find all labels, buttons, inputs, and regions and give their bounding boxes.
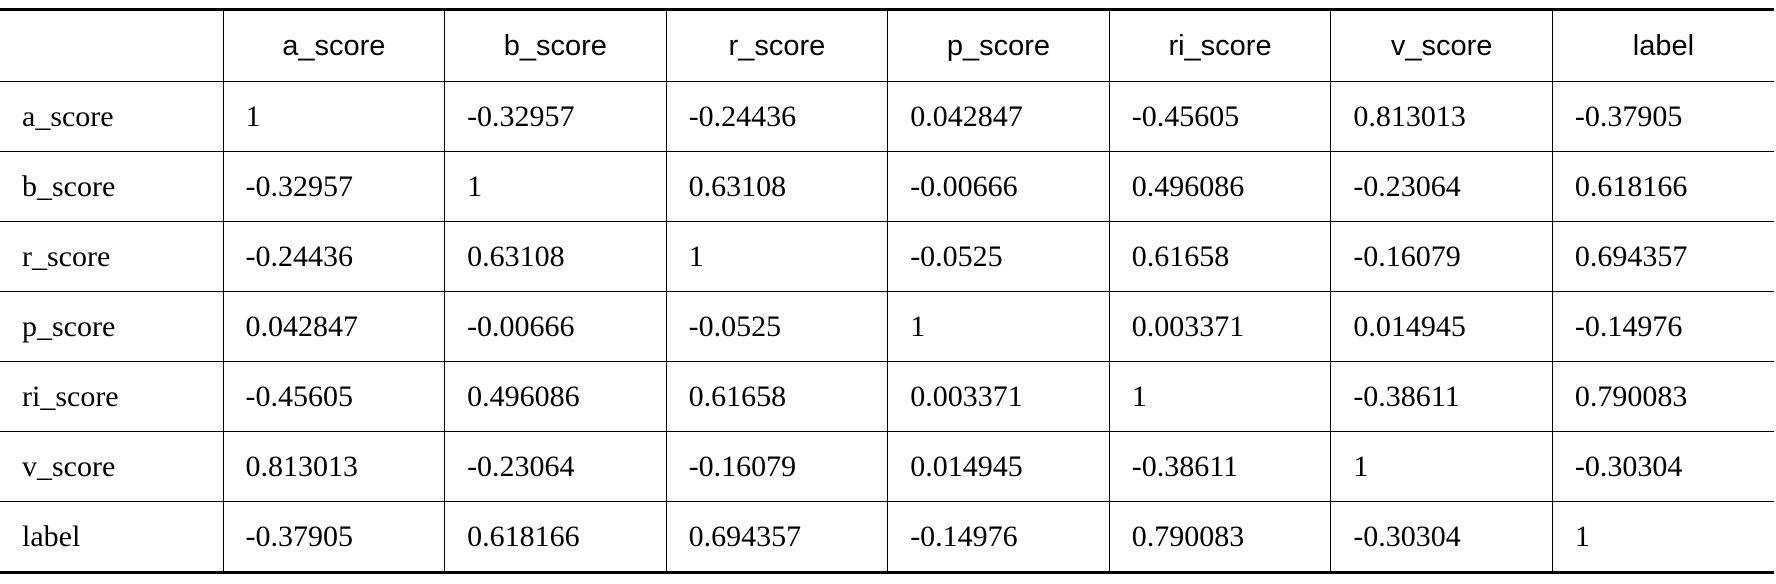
header-cell: v_score — [1330, 8, 1553, 82]
cell: 0.694357 — [665, 501, 888, 574]
cell: -0.00666 — [444, 291, 667, 362]
cell: -0.45605 — [1108, 81, 1331, 152]
cell: -0.38611 — [1108, 431, 1331, 502]
row-label: v_score — [0, 431, 223, 502]
cell: 0.790083 — [1108, 501, 1331, 574]
cell: 1 — [1108, 361, 1331, 432]
cell: 0.63108 — [444, 221, 667, 292]
cell: 1 — [222, 81, 445, 152]
header-cell — [0, 8, 223, 82]
row-label: ri_score — [0, 361, 223, 432]
table-row: a_score 1 -0.32957 -0.24436 0.042847 -0.45605… — [0, 81, 1774, 152]
table-row: label -0.37905 0.618166 0.694357 -0.14976 0.7… — [0, 501, 1774, 574]
table-row: v_score 0.813013 -0.23064 -0.16079 0.014945-… — [0, 431, 1774, 502]
cell: 0.003371 — [887, 361, 1110, 432]
header-row: a_score b_score r_score p_score ri_score v_sc… — [0, 8, 1774, 82]
correlation-table: a_score b_score r_score p_score ri_score v_sc… — [0, 8, 1774, 574]
row-label: b_score — [0, 151, 223, 222]
cell: -0.14976 — [1551, 291, 1774, 362]
cell: -0.00666 — [887, 151, 1110, 222]
cell: 0.694357 — [1551, 221, 1774, 292]
cell: 0.61658 — [1108, 221, 1331, 292]
header-cell: label — [1551, 8, 1774, 82]
header-cell: ri_score — [1108, 8, 1331, 82]
cell: 0.63108 — [665, 151, 888, 222]
cell: -0.30304 — [1330, 501, 1553, 574]
cell: 1 — [444, 151, 667, 222]
cell: 0.042847 — [887, 81, 1110, 152]
cell: -0.38611 — [1330, 361, 1553, 432]
cell: 0.496086 — [444, 361, 667, 432]
cell: -0.37905 — [1551, 81, 1774, 152]
row-label: a_score — [0, 81, 223, 152]
row-label: r_score — [0, 221, 223, 292]
cell: 0.014945 — [1330, 291, 1553, 362]
cell: 1 — [887, 291, 1110, 362]
table-body: a_score 1 -0.32957 -0.24436 0.042847 -0.45605… — [0, 81, 1774, 574]
table-wrap: a_score b_score r_score p_score ri_score v_sc… — [0, 8, 1776, 574]
cell: 0.813013 — [222, 431, 445, 502]
cell: -0.0525 — [887, 221, 1110, 292]
cell: 0.813013 — [1330, 81, 1553, 152]
cell: -0.45605 — [222, 361, 445, 432]
cell: -0.37905 — [222, 501, 445, 574]
cell: 0.003371 — [1108, 291, 1331, 362]
cell: 0.61658 — [665, 361, 888, 432]
row-label: label — [0, 501, 223, 574]
cell: 0.618166 — [1551, 151, 1774, 222]
cell: 0.790083 — [1551, 361, 1774, 432]
cell: -0.23064 — [444, 431, 667, 502]
cell: -0.16079 — [665, 431, 888, 502]
table-row: p_score 0.042847 -0.00666 -0.0525 1 0.003371 0… — [0, 291, 1774, 362]
cell: -0.30304 — [1551, 431, 1774, 502]
cell: 1 — [1330, 431, 1553, 502]
table-row: b_score -0.32957 1 0.63108 -0.00666 0.496086-… — [0, 151, 1774, 222]
cell: 0.042847 — [222, 291, 445, 362]
cell: -0.23064 — [1330, 151, 1553, 222]
cell: -0.32957 — [222, 151, 445, 222]
cell: -0.32957 — [444, 81, 667, 152]
cell: 0.014945 — [887, 431, 1110, 502]
header-cell: r_score — [665, 8, 888, 82]
table-row: r_score -0.24436 0.63108 1 -0.0525 0.61658 -0.… — [0, 221, 1774, 292]
cell: -0.24436 — [665, 81, 888, 152]
cell: -0.16079 — [1330, 221, 1553, 292]
cell: -0.14976 — [887, 501, 1110, 574]
header-cell: a_score — [222, 8, 445, 82]
cell: -0.0525 — [665, 291, 888, 362]
table-row: ri_score -0.45605 0.496086 0.61658 0.003371 1… — [0, 361, 1774, 432]
cell: -0.24436 — [222, 221, 445, 292]
cell: 1 — [1551, 501, 1774, 574]
cell: 0.618166 — [444, 501, 667, 574]
cell: 1 — [665, 221, 888, 292]
header-cell: p_score — [887, 8, 1110, 82]
cell: 0.496086 — [1108, 151, 1331, 222]
row-label: p_score — [0, 291, 223, 362]
header-cell: b_score — [444, 8, 667, 82]
